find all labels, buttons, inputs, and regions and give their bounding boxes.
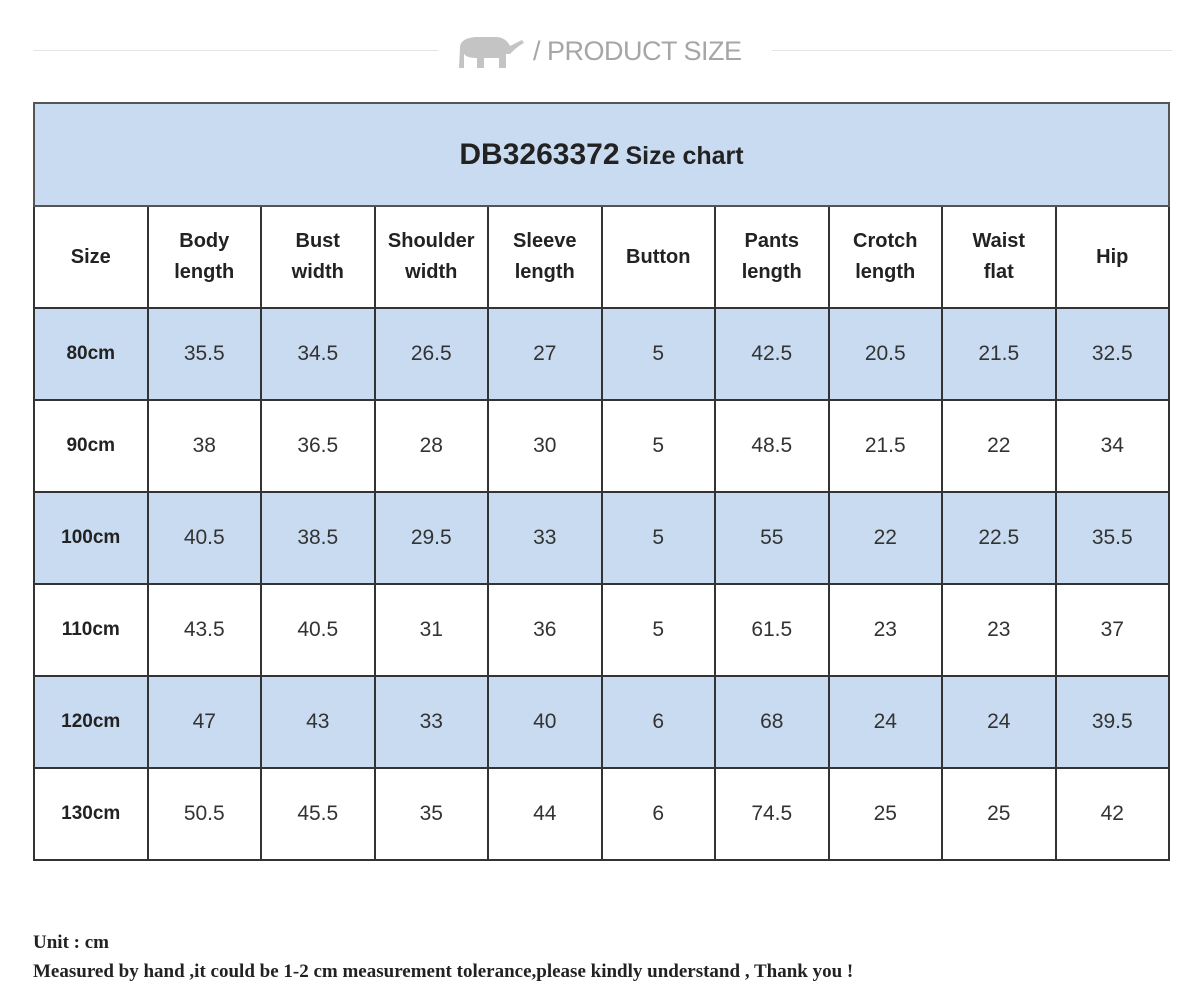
size-cell: 110cm: [33, 583, 149, 677]
table-title: Size chart: [625, 141, 744, 170]
value-cell: 42: [1054, 767, 1170, 861]
table-body: DB3263372 Size chart Size Body length Bust …: [33, 102, 1170, 861]
column-header: Waist flat: [941, 205, 1057, 309]
header-title: / PRODUCT SIZE: [533, 36, 742, 66]
column-header: Shoulder width: [373, 205, 489, 309]
value-cell: 43.5: [146, 583, 262, 677]
size-cell: 120cm: [33, 675, 149, 769]
value-cell: 26.5: [373, 307, 489, 401]
value-cell: 28: [373, 399, 489, 493]
value-cell: 22.5: [941, 491, 1057, 585]
value-cell: 27: [487, 307, 603, 401]
title-row: DB3263372 Size chart: [33, 102, 1170, 207]
data-row: 80cm 35.5 34.5 26.5 27 5 42.5 20.5 21.5 32.5: [33, 307, 1170, 401]
column-header: Bust width: [260, 205, 376, 309]
notes: Unit : cm Measured by hand ,it could be 1…: [33, 928, 853, 986]
value-cell: 5: [600, 583, 716, 677]
value-cell: 48.5: [714, 399, 830, 493]
value-cell: 22: [941, 399, 1057, 493]
header-row: Size Body length Bust width Shoulder width S…: [33, 205, 1170, 309]
value-cell: 40: [487, 675, 603, 769]
value-cell: 29.5: [373, 491, 489, 585]
value-cell: 23: [941, 583, 1057, 677]
value-cell: 40.5: [146, 491, 262, 585]
value-cell: 44: [487, 767, 603, 861]
value-cell: 45.5: [260, 767, 376, 861]
value-cell: 38: [146, 399, 262, 493]
value-cell: 23: [827, 583, 943, 677]
column-header: Hip: [1054, 205, 1170, 309]
data-row: 100cm 40.5 38.5 29.5 33 5 55 22 22.5 35.5: [33, 491, 1170, 585]
value-cell: 68: [714, 675, 830, 769]
size-cell: 80cm: [33, 307, 149, 401]
value-cell: 33: [487, 491, 603, 585]
data-row: 90cm 38 36.5 28 30 5 48.5 21.5 22 34: [33, 399, 1170, 493]
value-cell: 36.5: [260, 399, 376, 493]
value-cell: 34: [1054, 399, 1170, 493]
value-cell: 25: [941, 767, 1057, 861]
value-cell: 42.5: [714, 307, 830, 401]
value-cell: 5: [600, 491, 716, 585]
value-cell: 50.5: [146, 767, 262, 861]
value-cell: 47: [146, 675, 262, 769]
column-header: Body length: [146, 205, 262, 309]
value-cell: 25: [827, 767, 943, 861]
column-header: Button: [600, 205, 716, 309]
column-header: Sleeve length: [487, 205, 603, 309]
size-cell: 130cm: [33, 767, 149, 861]
column-header: Crotch length: [827, 205, 943, 309]
header-rule: [33, 50, 438, 51]
value-cell: 24: [941, 675, 1057, 769]
data-row: 120cm 47 43 33 40 6 68 24 24 39.5: [33, 675, 1170, 769]
value-cell: 31: [373, 583, 489, 677]
value-cell: 38.5: [260, 491, 376, 585]
value-cell: 32.5: [1054, 307, 1170, 401]
size-cell: 100cm: [33, 491, 149, 585]
value-cell: 34.5: [260, 307, 376, 401]
value-cell: 35.5: [1054, 491, 1170, 585]
title-cell: DB3263372 Size chart: [33, 102, 1170, 207]
column-header: Size: [33, 205, 149, 309]
value-cell: 5: [600, 399, 716, 493]
value-cell: 30: [487, 399, 603, 493]
note-line: Unit : cm: [33, 932, 109, 953]
table-code: DB3263372: [459, 137, 620, 171]
data-row: 130cm 50.5 45.5 35 44 6 74.5 25 25 42: [33, 767, 1170, 861]
header-rule: [772, 50, 1172, 51]
data-row: 110cm 43.5 40.5 31 36 5 61.5 23 23 37: [33, 583, 1170, 677]
value-cell: 22: [827, 491, 943, 585]
value-cell: 5: [600, 307, 716, 401]
value-cell: 33: [373, 675, 489, 769]
value-cell: 6: [600, 675, 716, 769]
value-cell: 6: [600, 767, 716, 861]
value-cell: 55: [714, 491, 830, 585]
size-table: DB3263372 Size chart Size Body length Bust …: [33, 102, 1170, 861]
column-header: Pants length: [714, 205, 830, 309]
value-cell: 21.5: [827, 399, 943, 493]
value-cell: 36: [487, 583, 603, 677]
size-cell: 90cm: [33, 399, 149, 493]
note-line: Measured by hand ,it could be 1-2 cm mea…: [33, 961, 854, 982]
value-cell: 61.5: [714, 583, 830, 677]
value-cell: 40.5: [260, 583, 376, 677]
value-cell: 24: [827, 675, 943, 769]
value-cell: 35: [373, 767, 489, 861]
value-cell: 21.5: [941, 307, 1057, 401]
value-cell: 43: [260, 675, 376, 769]
value-cell: 20.5: [827, 307, 943, 401]
elephant-icon: [459, 37, 524, 68]
value-cell: 37: [1054, 583, 1170, 677]
value-cell: 35.5: [146, 307, 262, 401]
value-cell: 74.5: [714, 767, 830, 861]
value-cell: 39.5: [1054, 675, 1170, 769]
